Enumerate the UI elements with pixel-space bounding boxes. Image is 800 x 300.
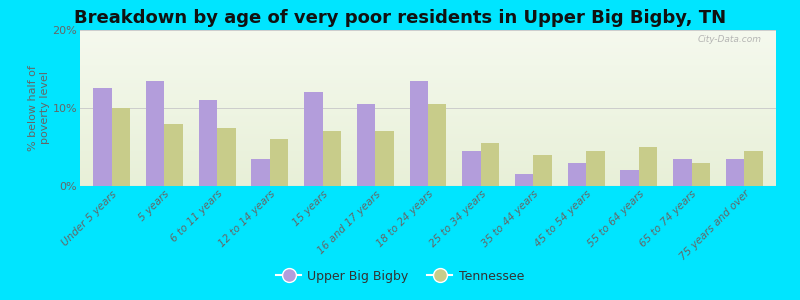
- Bar: [410, 81, 428, 186]
- Bar: [586, 151, 605, 186]
- Bar: [744, 151, 763, 186]
- Bar: [568, 163, 586, 186]
- Bar: [515, 174, 534, 186]
- Bar: [692, 163, 710, 186]
- Legend: Upper Big Bigby, Tennessee: Upper Big Bigby, Tennessee: [271, 265, 529, 288]
- Bar: [304, 92, 322, 186]
- Bar: [428, 104, 446, 186]
- Bar: [673, 159, 692, 186]
- Bar: [164, 124, 183, 186]
- Bar: [534, 155, 552, 186]
- Bar: [198, 100, 217, 186]
- Bar: [217, 128, 235, 186]
- Bar: [322, 131, 341, 186]
- Bar: [621, 170, 639, 186]
- Bar: [375, 131, 394, 186]
- Bar: [270, 139, 288, 186]
- Bar: [357, 104, 375, 186]
- Bar: [639, 147, 658, 186]
- Text: Breakdown by age of very poor residents in Upper Big Bigby, TN: Breakdown by age of very poor residents …: [74, 9, 726, 27]
- Bar: [93, 88, 112, 186]
- Text: City-Data.com: City-Data.com: [698, 35, 762, 44]
- Bar: [462, 151, 481, 186]
- Bar: [481, 143, 499, 186]
- Bar: [251, 159, 270, 186]
- Bar: [112, 108, 130, 186]
- Y-axis label: % below half of
poverty level: % below half of poverty level: [28, 65, 50, 151]
- Bar: [146, 81, 164, 186]
- Bar: [726, 159, 744, 186]
